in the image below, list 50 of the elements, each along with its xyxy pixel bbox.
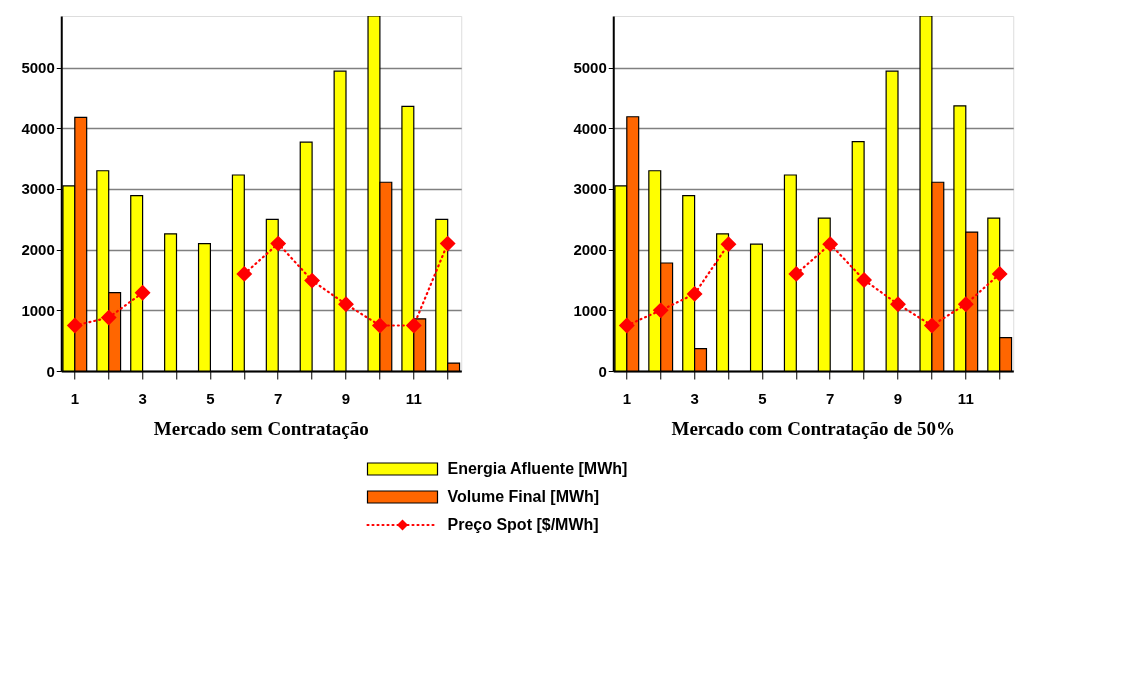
- y-tick-label: 4000: [21, 119, 55, 137]
- point: [440, 236, 456, 252]
- x-tick-label: 9: [341, 389, 351, 407]
- x-tick-label: 11: [957, 389, 974, 407]
- point: [720, 236, 737, 252]
- point: [958, 296, 974, 312]
- point: [372, 317, 388, 334]
- point: [653, 302, 669, 318]
- x-tick-label: 1: [622, 389, 631, 407]
- point: [135, 285, 151, 301]
- legend-label: Volume Final [MWh]: [447, 488, 600, 505]
- legend-label: Energia Afluente [MWh]: [447, 460, 628, 477]
- y-tick-label: 5000: [573, 59, 607, 77]
- x-tick-label: 5: [758, 389, 767, 407]
- y-tick-label: 2000: [21, 241, 55, 259]
- x-tick-label: 3: [690, 389, 699, 407]
- text: Mercado com Contratação de 50%: [671, 418, 956, 439]
- point: [992, 266, 1008, 282]
- y-tick-label: 2000: [573, 241, 607, 259]
- point: [236, 266, 252, 282]
- point: [687, 286, 703, 302]
- x-tick-label: 5: [206, 389, 215, 407]
- y-tick-label: 1000: [573, 301, 607, 319]
- x-tick-label: 3: [138, 389, 147, 407]
- point: [924, 317, 940, 334]
- x-tick-label: 11: [405, 389, 422, 407]
- x-tick-label: 9: [893, 389, 903, 407]
- point: [822, 236, 838, 252]
- point: [890, 296, 906, 312]
- point: [67, 317, 83, 334]
- y-tick-label: 3000: [21, 180, 55, 198]
- point: [304, 273, 320, 289]
- point: [619, 317, 635, 334]
- point: [856, 272, 872, 288]
- y-tick-label: 1000: [21, 301, 55, 319]
- point: [788, 266, 804, 282]
- point: [101, 310, 117, 326]
- point: [270, 236, 286, 252]
- y-tick-label: 4000: [573, 119, 607, 137]
- y-tick-label: 0: [46, 362, 55, 380]
- x-tick-label: 1: [70, 389, 79, 407]
- x-tick-label: 7: [826, 389, 835, 407]
- point: [338, 296, 354, 312]
- text: Mercado sem Contratação: [153, 418, 369, 439]
- y-tick-label: 3000: [573, 180, 607, 198]
- y-tick-label: 0: [598, 362, 607, 380]
- point: [406, 317, 422, 334]
- legend-label: Preço Spot [$/MWh]: [447, 516, 599, 533]
- x-tick-label: 7: [274, 389, 283, 407]
- y-tick-label: 5000: [21, 59, 55, 77]
